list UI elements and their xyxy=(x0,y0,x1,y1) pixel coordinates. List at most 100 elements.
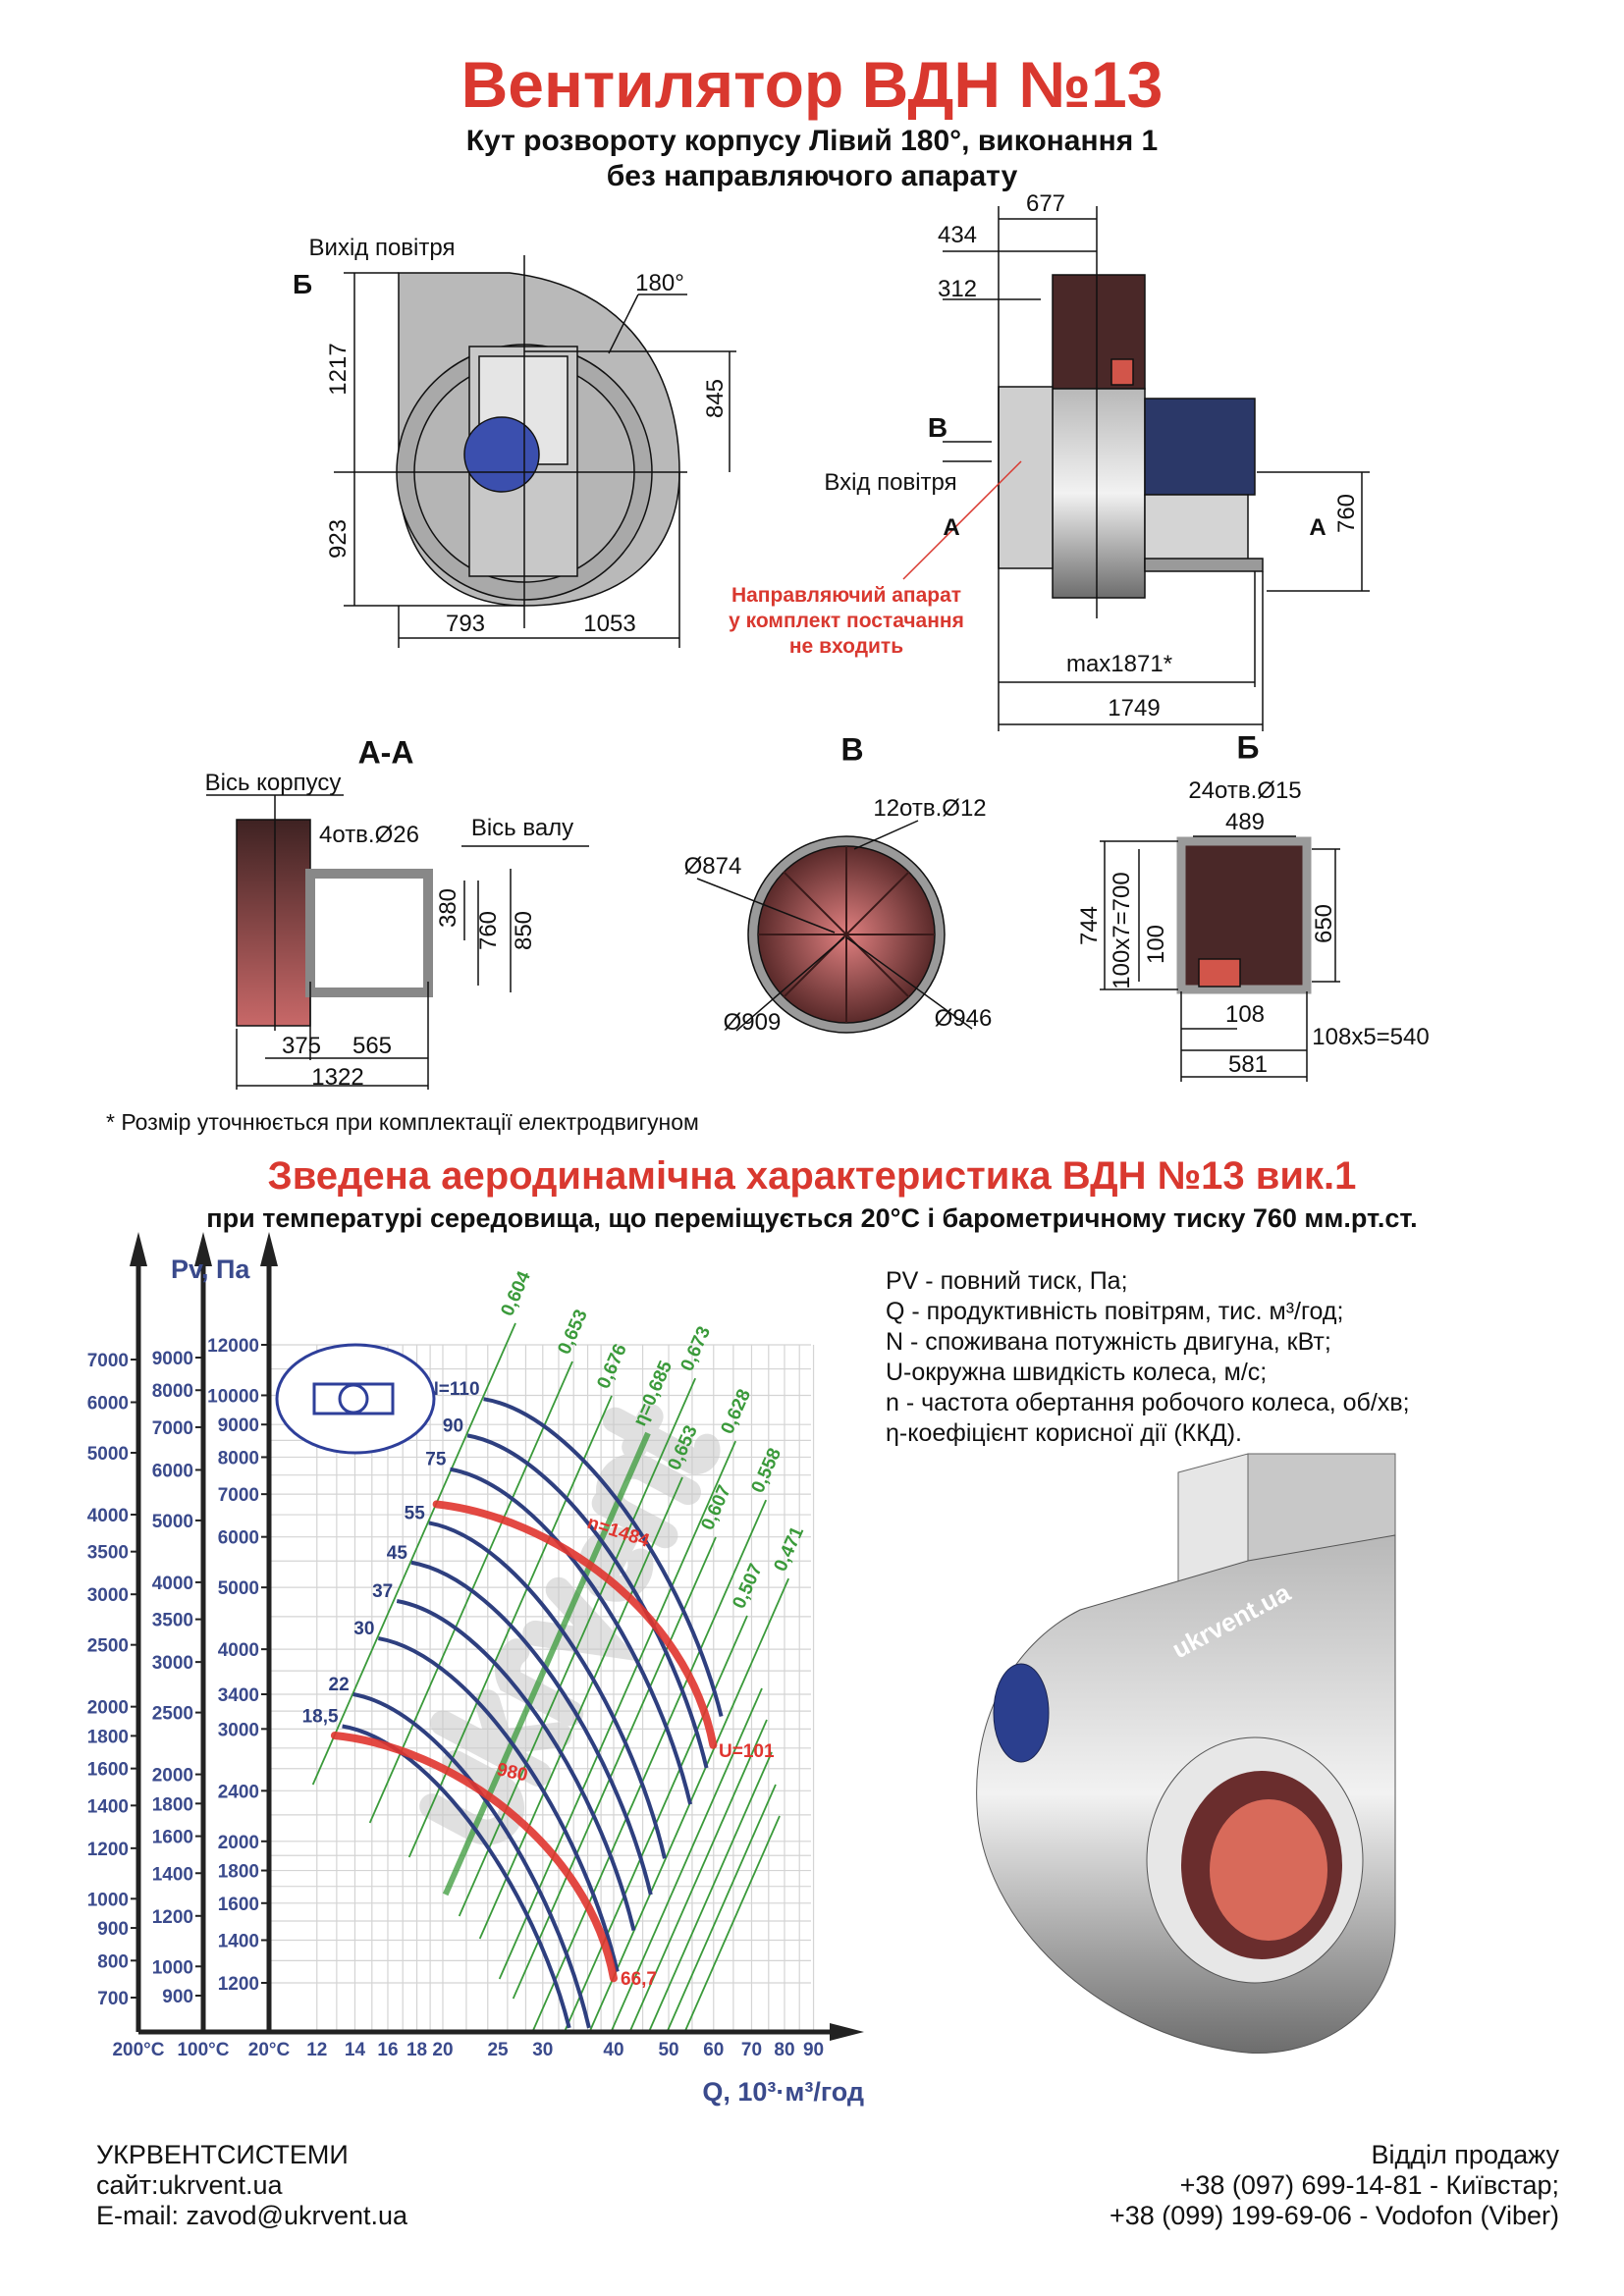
dim-1749: 1749 xyxy=(1108,695,1161,721)
technical-drawings xyxy=(206,206,1370,1090)
inlet-label: Вхід повітря xyxy=(824,469,957,496)
dim-677: 677 xyxy=(1025,190,1066,217)
x-tick-label: 90 xyxy=(803,2040,824,2060)
chart-legend: PV - повний тиск, Па; Q - продуктивність… xyxy=(886,1266,1410,1449)
y-tick-label: 2400 xyxy=(218,1782,259,1802)
section-v-drawing xyxy=(696,820,973,1034)
legend-n: N - споживана потужність двигуна, кВт; xyxy=(886,1328,1331,1356)
power-curve xyxy=(410,1560,653,1896)
x-tick-label: 40 xyxy=(603,2040,623,2060)
note-line-1: Направляючий апарат xyxy=(731,584,962,607)
chart-section-subtitle: при температурі середовища, що переміщує… xyxy=(206,1203,1418,1233)
motor-icon xyxy=(993,1663,1050,1763)
phone-kyivstar[interactable]: +38 (097) 699-14-81 - Київстар; xyxy=(1179,2170,1559,2200)
x-tick-label: 18 xyxy=(406,2040,427,2060)
dim-1322: 1322 xyxy=(311,1064,364,1091)
efficiency-line xyxy=(532,1499,767,2031)
motor-icon xyxy=(463,416,540,493)
power-curve xyxy=(450,1467,693,1805)
x-tick-label: 30 xyxy=(532,2040,553,2060)
dim-d874: Ø874 xyxy=(683,853,742,880)
dim-375: 375 xyxy=(281,1033,322,1059)
y-tick-label: 7000 xyxy=(152,1418,193,1439)
y-tick-label: 4000 xyxy=(87,1506,129,1526)
y-tick-label: 2500 xyxy=(87,1636,129,1657)
page-title: Вентилятор ВДН №13 xyxy=(460,48,1164,121)
y-tick-label: 8000 xyxy=(152,1381,193,1402)
dim-108: 108 xyxy=(1224,1001,1266,1028)
y-tick-label: 6000 xyxy=(152,1461,193,1481)
power-curve-label: 75 xyxy=(425,1450,447,1470)
y-tick-label: 6000 xyxy=(218,1528,259,1549)
y-tick-label: 3400 xyxy=(218,1685,259,1706)
section-b-drawing xyxy=(1100,835,1340,1082)
y-tick-label: 5000 xyxy=(87,1444,129,1465)
y-tick-label: 1400 xyxy=(87,1796,129,1817)
email-link[interactable]: E-mail: zavod@ukrvent.ua xyxy=(96,2201,408,2230)
efficiency-line xyxy=(629,1719,768,2031)
website-link[interactable]: сайт:ukrvent.ua xyxy=(96,2170,283,2200)
y-axis-label: Pv, Па xyxy=(171,1255,250,1284)
footer-contacts: УКРВЕНТСИСТЕМИ сайт:ukrvent.ua E-mail: z… xyxy=(96,2140,407,2231)
y-tick-label: 3000 xyxy=(218,1720,259,1740)
y-tick-label: 700 xyxy=(97,1989,129,2009)
power-curve-label: 22 xyxy=(329,1675,350,1695)
holes-aa-label: 4отв.Ø26 xyxy=(319,822,419,848)
tip-speed-label: U=101 xyxy=(719,1741,775,1762)
y-tick-label: 7000 xyxy=(87,1351,129,1371)
chart-section-title: Зведена аеродинамічна характеристика ВДН… xyxy=(267,1154,1357,1198)
section-b-title: Б xyxy=(1236,729,1260,766)
x-tick-label: 25 xyxy=(487,2040,509,2060)
efficiency-line xyxy=(648,1751,773,2031)
y-tick-label: 1400 xyxy=(152,1864,193,1885)
company-name: УКРВЕНТСИСТЕМИ xyxy=(96,2140,349,2169)
view-mark-v: В xyxy=(927,412,948,443)
y-tick-label: 3000 xyxy=(152,1653,193,1674)
efficiency-line xyxy=(611,1687,763,2031)
y-tick-label: 3000 xyxy=(87,1585,129,1606)
y-tick-label: 3500 xyxy=(152,1611,193,1631)
y-tick-label: 4000 xyxy=(152,1574,193,1594)
y-tick-label: 1800 xyxy=(87,1727,129,1747)
x-axis-arrow-icon xyxy=(830,2023,864,2041)
x-tick-label: 12 xyxy=(306,2040,327,2060)
efficiency-line xyxy=(311,1322,516,1786)
y-tick-label: 6000 xyxy=(87,1394,129,1415)
temperature-axis-label: 20°С xyxy=(248,2040,291,2060)
x-tick-label: 20 xyxy=(432,2040,453,2060)
efficiency-line xyxy=(442,1431,651,1896)
footer-sales: Відділ продажу +38 (097) 699-14-81 - Киї… xyxy=(1110,2140,1559,2231)
y-tick-label: 1800 xyxy=(218,1862,259,1883)
dim-1053: 1053 xyxy=(583,611,636,637)
efficiency-line xyxy=(478,1476,683,1940)
footnote: * Розмір уточнюється при комплектації ел… xyxy=(106,1109,699,1135)
y-tick-label: 1600 xyxy=(87,1760,129,1781)
efficiency-line xyxy=(458,1377,696,1917)
y-tick-label: 1000 xyxy=(152,1957,193,1978)
legend-eta: η-коефіцієнт корисної дії (ККД). xyxy=(886,1419,1242,1447)
y-tick-label: 2000 xyxy=(218,1833,259,1853)
x-axis-label: Q, 10³·м³/год xyxy=(702,2077,864,2107)
power-curve xyxy=(378,1636,620,1972)
dim-d946: Ø946 xyxy=(934,1005,993,1032)
dim-434: 434 xyxy=(937,222,978,248)
note-line-3: не входить xyxy=(788,635,904,658)
y-tick-label: 8000 xyxy=(218,1448,259,1468)
efficiency-line xyxy=(512,1536,717,2000)
x-tick-label: 16 xyxy=(377,2040,398,2060)
temperature-axis-label: 200°С xyxy=(112,2040,164,2060)
note-line-2: у комплект постачання xyxy=(729,610,964,632)
power-curve-label: 45 xyxy=(387,1543,408,1564)
dim-d909: Ø909 xyxy=(723,1009,782,1036)
x-tick-label: 80 xyxy=(774,2040,794,2060)
y-tick-label: 1200 xyxy=(87,1840,129,1860)
chart-axes: 7000 6000 5000 4000 3500 3000 2500 2000 1800 1600… xyxy=(87,1232,864,2060)
y-tick-label: 2000 xyxy=(152,1766,193,1787)
efficiency-line xyxy=(684,1815,781,2031)
y-tick-label: 800 xyxy=(97,1951,129,1972)
dim-489: 489 xyxy=(1224,809,1266,835)
phone-vodafone[interactable]: +38 (099) 199-69-06 - Vodofon (Viber) xyxy=(1109,2201,1559,2230)
legend-rpm: n - частота обертання робочого колеса, о… xyxy=(886,1389,1410,1416)
x-tick-label: 14 xyxy=(345,2040,366,2060)
